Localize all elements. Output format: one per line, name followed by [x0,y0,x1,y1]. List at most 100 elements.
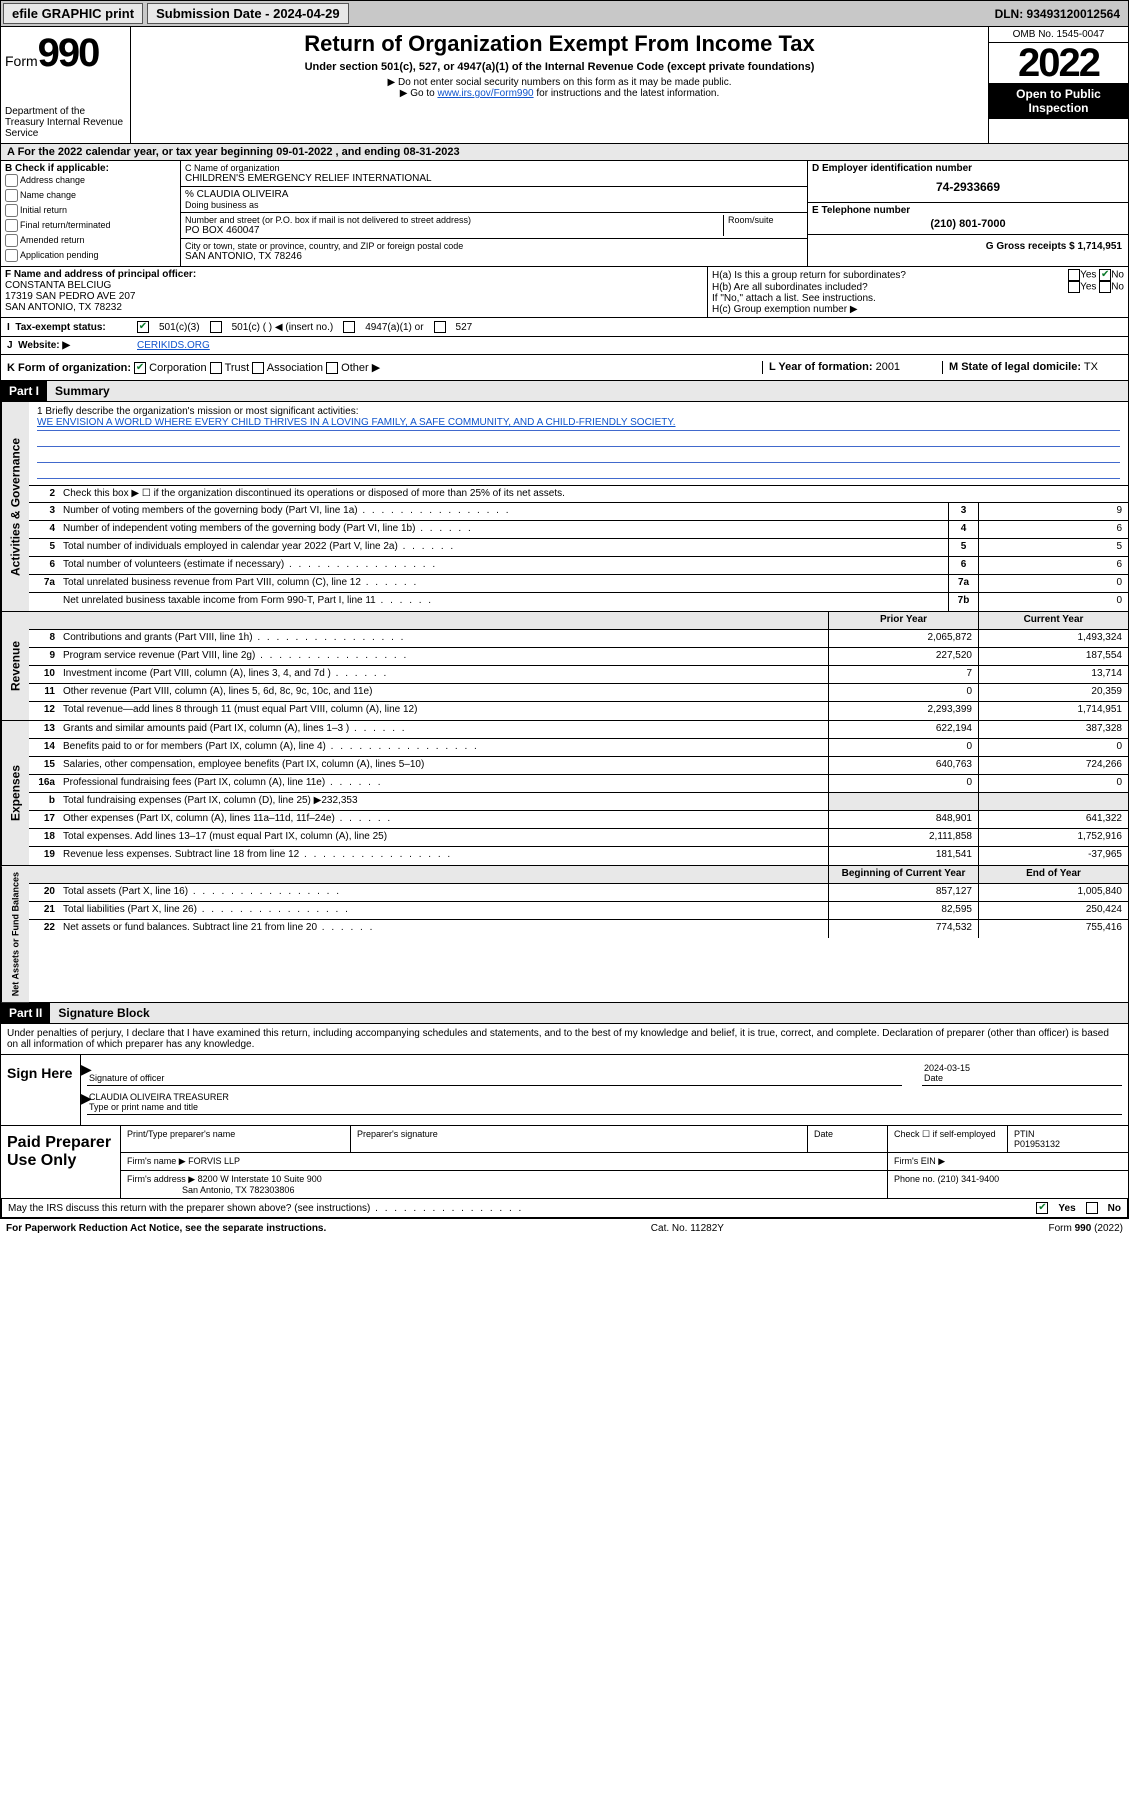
hb-yes[interactable] [1068,281,1080,293]
block-klm: K Form of organization: Corporation Trus… [0,355,1129,381]
ck-corp[interactable] [134,362,146,374]
officer-addr1: 17319 SAN PEDRO AVE 207 [5,291,703,302]
paperwork-notice: For Paperwork Reduction Act Notice, see … [6,1223,326,1234]
block-h: H(a) Is this a group return for subordin… [708,267,1128,317]
tax-year: 2022 [989,43,1128,83]
ha-yes[interactable] [1068,269,1080,281]
block-de: D Employer identification number 74-2933… [808,161,1128,266]
block-c: C Name of organization CHILDREN'S EMERGE… [181,161,808,266]
end-year-head: End of Year [978,866,1128,883]
sig-date: 2024-03-15 [924,1063,970,1073]
form-number: 990 [38,31,99,75]
officer-group-row: F Name and address of principal officer:… [0,267,1129,318]
discuss-row: May the IRS discuss this return with the… [1,1198,1128,1218]
efile-topbar: efile GRAPHIC print Submission Date - 20… [0,0,1129,27]
rot-net-assets: Net Assets or Fund Balances [1,866,29,1002]
val-5: 5 [978,539,1128,556]
firm-name: FORVIS LLP [188,1156,240,1166]
current-year-head: Current Year [978,612,1128,629]
val-7b: 0 [978,593,1128,611]
care-of: % CLAUDIA OLIVEIRA [185,189,803,200]
phone-value: (210) 801-7000 [812,216,1124,232]
val-7a: 0 [978,575,1128,592]
year-box: OMB No. 1545-0047 2022 Open to Public In… [988,27,1128,143]
form-title-box: Return of Organization Exempt From Incom… [131,27,988,143]
ck-initial-return[interactable]: Initial return [5,204,176,217]
val-4: 6 [978,521,1128,538]
ck-501c[interactable] [210,321,222,333]
hb-no[interactable] [1099,281,1111,293]
phone-label: E Telephone number [812,205,1124,216]
ein-label: D Employer identification number [812,163,1124,174]
perjury-declaration: Under penalties of perjury, I declare th… [1,1024,1128,1054]
ha-no[interactable] [1099,269,1111,281]
ck-527[interactable] [434,321,446,333]
discuss-no[interactable] [1086,1202,1098,1214]
form-id-box: Form990 Department of the Treasury Inter… [1,27,131,143]
part-ii-header: Part IISignature Block [0,1003,1129,1024]
form-subtitle: Under section 501(c), 527, or 4947(a)(1)… [141,61,978,73]
dept-label: Department of the Treasury Internal Reve… [5,106,126,139]
hb-note: If "No," attach a list. See instructions… [712,293,1124,304]
form-label: Form [5,53,38,69]
officer-name: CONSTANTA BELCIUG [5,280,703,291]
ssn-note: ▶ Do not enter social security numbers o… [141,77,978,88]
begin-year-head: Beginning of Current Year [828,866,978,883]
org-name-label: C Name of organization [185,163,803,173]
rot-expenses: Expenses [1,721,29,865]
ck-final-return[interactable]: Final return/terminated [5,219,176,232]
hc-label: H(c) Group exemption number ▶ [712,304,1124,315]
mission-block: 1 Briefly describe the organization's mi… [29,402,1128,485]
identity-row: B Check if applicable: Address change Na… [0,161,1129,267]
goto-note: ▶ Go to www.irs.gov/Form990 for instruct… [141,88,978,99]
paid-preparer-label: Paid Preparer Use Only [1,1126,121,1198]
cat-no: Cat. No. 11282Y [651,1223,724,1234]
rot-revenue: Revenue [1,612,29,720]
gross-receipts-value: 1,714,951 [1078,241,1123,252]
org-name: CHILDREN'S EMERGENCY RELIEF INTERNATIONA… [185,173,803,184]
year-formation: 2001 [876,361,900,373]
state-domicile: TX [1084,361,1098,373]
ck-address-change[interactable]: Address change [5,174,176,187]
addr-label: Number and street (or P.O. box if mail i… [185,215,723,225]
ein-value: 74-2933669 [812,174,1124,200]
ck-4947[interactable] [343,321,355,333]
form-header: Form990 Department of the Treasury Inter… [0,27,1129,144]
ck-amended-return[interactable]: Amended return [5,234,176,247]
irs-link[interactable]: www.irs.gov/Form990 [437,88,533,99]
block-j: J Website: ▶ CERIKIDS.ORG [0,337,1129,355]
form-title: Return of Organization Exempt From Incom… [141,31,978,57]
discuss-yes[interactable] [1036,1202,1048,1214]
dba-label: Doing business as [185,200,803,210]
city-label: City or town, state or province, country… [185,241,803,251]
ck-name-change[interactable]: Name change [5,189,176,202]
block-b: B Check if applicable: Address change Na… [1,161,181,266]
submission-date-box: Submission Date - 2024-04-29 [147,3,349,24]
officer-addr2: SAN ANTONIO, TX 78232 [5,302,703,313]
gross-receipts-label: G Gross receipts $ [986,241,1075,252]
open-inspection-badge: Open to Public Inspection [989,83,1128,119]
city-state-zip: SAN ANTONIO, TX 78246 [185,251,803,262]
page-footer: For Paperwork Reduction Act Notice, see … [0,1219,1129,1238]
room-suite-label: Room/suite [723,215,803,236]
ck-trust[interactable] [210,362,222,374]
ck-assoc[interactable] [252,362,264,374]
efile-print-btn[interactable]: efile GRAPHIC print [3,3,143,24]
ck-application-pending[interactable]: Application pending [5,249,176,262]
ptin-value: P01953132 [1014,1139,1060,1149]
firm-phone: (210) 341-9400 [938,1174,1000,1184]
firm-addr1: 8200 W Interstate 10 Suite 900 [198,1174,322,1184]
rot-governance: Activities & Governance [1,402,29,611]
ck-other[interactable] [326,362,338,374]
sign-here-label: Sign Here [1,1055,81,1125]
block-f: F Name and address of principal officer:… [1,267,708,317]
officer-sig-name: CLAUDIA OLIVEIRA TREASURER [89,1092,229,1102]
val-3: 9 [978,503,1128,520]
street-address: PO BOX 460047 [185,225,723,236]
block-i: I Tax-exempt status: 501(c)(3) 501(c) ( … [0,318,1129,337]
mission-text: WE ENVISION A WORLD WHERE EVERY CHILD TH… [37,417,1120,431]
website-link[interactable]: CERIKIDS.ORG [137,340,210,351]
ck-501c3[interactable] [137,321,149,333]
firm-addr2: San Antonio, TX 782303806 [182,1185,294,1195]
tax-period-row: A For the 2022 calendar year, or tax yea… [0,144,1129,161]
